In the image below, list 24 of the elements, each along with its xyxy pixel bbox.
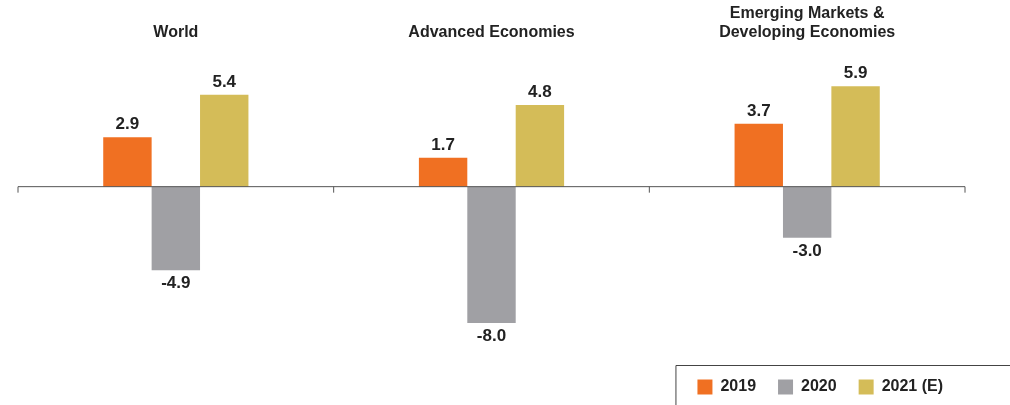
bar — [831, 86, 880, 187]
bar — [418, 157, 468, 187]
bar — [151, 186, 201, 271]
bar — [103, 137, 152, 187]
data-label: -3.0 — [792, 240, 822, 260]
data-label: -8.0 — [476, 326, 507, 346]
data-label: 5.4 — [212, 71, 237, 91]
bar — [782, 186, 832, 238]
data-label: 1.7 — [431, 134, 455, 154]
data-label: 4.8 — [528, 82, 552, 102]
legend-label: 2019 — [720, 377, 757, 395]
x-tick-label: World — [153, 23, 199, 41]
data-label: 5.9 — [843, 63, 868, 83]
x-tick-label: Advanced Economies — [408, 23, 575, 41]
bar — [515, 104, 565, 187]
bar — [467, 186, 516, 323]
data-label: -4.9 — [161, 273, 191, 293]
legend-label: 2020 — [801, 377, 837, 395]
bar — [734, 123, 783, 187]
bar — [200, 94, 249, 187]
x-tick-label: Emerging Markets & Developing Economies — [719, 4, 896, 41]
data-label: 2.9 — [115, 114, 140, 134]
data-label: 3.7 — [746, 100, 771, 120]
legend-label: 2021 (E) — [881, 377, 944, 395]
